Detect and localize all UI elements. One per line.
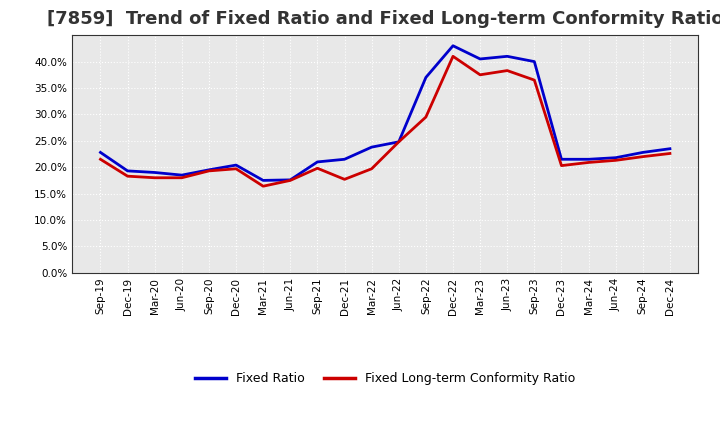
Fixed Ratio xyxy=(341,157,349,162)
Fixed Long-term Conformity Ratio xyxy=(557,163,566,168)
Fixed Ratio xyxy=(313,159,322,165)
Fixed Long-term Conformity Ratio xyxy=(367,166,376,172)
Fixed Long-term Conformity Ratio xyxy=(476,72,485,77)
Fixed Ratio xyxy=(503,54,511,59)
Fixed Ratio xyxy=(259,178,268,183)
Fixed Long-term Conformity Ratio xyxy=(123,173,132,179)
Fixed Long-term Conformity Ratio xyxy=(395,139,403,144)
Fixed Ratio xyxy=(530,59,539,64)
Fixed Ratio xyxy=(639,150,647,155)
Fixed Long-term Conformity Ratio xyxy=(421,114,430,120)
Fixed Ratio xyxy=(395,139,403,144)
Fixed Long-term Conformity Ratio xyxy=(232,166,240,172)
Fixed Ratio xyxy=(557,157,566,162)
Fixed Ratio xyxy=(286,177,294,183)
Fixed Long-term Conformity Ratio xyxy=(313,165,322,171)
Fixed Long-term Conformity Ratio xyxy=(286,178,294,183)
Fixed Long-term Conformity Ratio xyxy=(503,68,511,73)
Legend: Fixed Ratio, Fixed Long-term Conformity Ratio: Fixed Ratio, Fixed Long-term Conformity … xyxy=(190,367,580,390)
Fixed Ratio xyxy=(367,144,376,150)
Fixed Long-term Conformity Ratio xyxy=(611,158,620,163)
Fixed Long-term Conformity Ratio xyxy=(259,183,268,189)
Fixed Ratio xyxy=(96,150,105,155)
Fixed Long-term Conformity Ratio xyxy=(530,77,539,83)
Fixed Long-term Conformity Ratio xyxy=(665,151,674,156)
Fixed Ratio xyxy=(584,157,593,162)
Fixed Long-term Conformity Ratio xyxy=(96,157,105,162)
Fixed Long-term Conformity Ratio xyxy=(204,168,213,173)
Fixed Ratio xyxy=(421,75,430,80)
Fixed Ratio xyxy=(611,155,620,160)
Fixed Ratio xyxy=(204,167,213,172)
Line: Fixed Long-term Conformity Ratio: Fixed Long-term Conformity Ratio xyxy=(101,56,670,186)
Fixed Ratio xyxy=(449,43,457,48)
Fixed Long-term Conformity Ratio xyxy=(178,175,186,180)
Fixed Long-term Conformity Ratio xyxy=(449,54,457,59)
Fixed Long-term Conformity Ratio xyxy=(639,154,647,159)
Title: [7859]  Trend of Fixed Ratio and Fixed Long-term Conformity Ratio: [7859] Trend of Fixed Ratio and Fixed Lo… xyxy=(47,10,720,28)
Line: Fixed Ratio: Fixed Ratio xyxy=(101,46,670,180)
Fixed Ratio xyxy=(178,172,186,178)
Fixed Ratio xyxy=(665,146,674,151)
Fixed Ratio xyxy=(232,162,240,168)
Fixed Long-term Conformity Ratio xyxy=(584,160,593,165)
Fixed Ratio xyxy=(123,168,132,173)
Fixed Long-term Conformity Ratio xyxy=(150,175,159,180)
Fixed Ratio xyxy=(150,170,159,175)
Fixed Long-term Conformity Ratio xyxy=(341,177,349,182)
Fixed Ratio xyxy=(476,56,485,62)
